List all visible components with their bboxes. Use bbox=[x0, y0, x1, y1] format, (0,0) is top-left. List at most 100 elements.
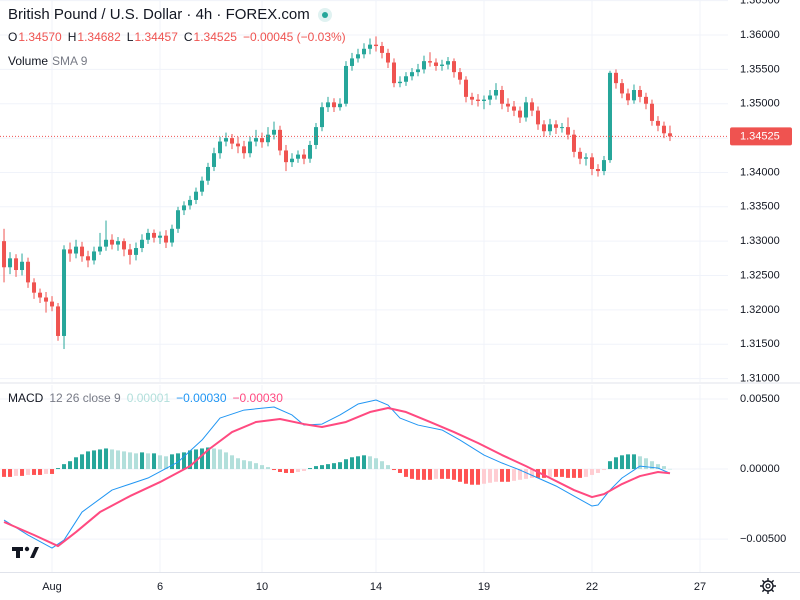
macd-histogram-bar bbox=[188, 450, 193, 470]
volume-legend: Volume SMA 9 bbox=[8, 54, 87, 68]
macd-histogram-bar bbox=[517, 469, 522, 480]
macd-histogram-bar bbox=[248, 461, 253, 470]
candle-body bbox=[517, 110, 522, 118]
macd-histogram-bar bbox=[511, 469, 516, 481]
market-status[interactable] bbox=[317, 7, 332, 22]
macd-histogram-bar bbox=[302, 469, 307, 472]
candle-body bbox=[409, 72, 414, 77]
candle-body bbox=[391, 62, 396, 84]
candle-body bbox=[110, 239, 115, 245]
candle-body bbox=[529, 102, 534, 111]
candle-body bbox=[505, 103, 510, 107]
candle-body bbox=[649, 103, 654, 121]
candle-body bbox=[397, 81, 402, 84]
last-price-label: 1.34525 bbox=[740, 130, 780, 142]
candle-body bbox=[86, 256, 91, 261]
ohlc-value: 1.34525 bbox=[193, 30, 237, 44]
candle-body bbox=[511, 106, 516, 111]
candle-body bbox=[20, 261, 25, 271]
grid bbox=[0, 0, 728, 572]
macd-histogram-bar bbox=[607, 461, 612, 470]
y-tick-label: 1.36000 bbox=[740, 29, 780, 41]
candle-body bbox=[445, 61, 450, 65]
macd-histogram-bar bbox=[110, 449, 115, 470]
candle-body bbox=[625, 93, 630, 101]
y-tick-label: 1.31500 bbox=[740, 338, 780, 350]
macd-histogram-bar bbox=[182, 452, 187, 470]
candle-body bbox=[290, 158, 295, 163]
macd-histogram-bar bbox=[344, 459, 349, 470]
candle-body bbox=[439, 64, 444, 66]
candle-body bbox=[32, 282, 37, 293]
signal-line-value: −0.00030 bbox=[232, 391, 283, 405]
tradingview-logo[interactable] bbox=[12, 546, 39, 558]
candle-body bbox=[80, 246, 85, 257]
candle-body bbox=[601, 160, 606, 172]
ohlc-key: C bbox=[183, 30, 193, 44]
macd-histogram-bar bbox=[212, 448, 217, 470]
macd-histogram-bar bbox=[649, 461, 654, 470]
ohlc-legend: O 1.34570 H 1.34682 L 1.34457 C 1.34525 −0.0… bbox=[8, 30, 352, 44]
candle-body bbox=[188, 199, 193, 206]
ohlc-key: O bbox=[8, 30, 18, 44]
candle-body bbox=[661, 125, 666, 134]
macd-histogram-bar bbox=[284, 469, 289, 473]
candle-body bbox=[451, 61, 456, 73]
candle-body bbox=[320, 107, 325, 128]
y-tick-label: 1.35000 bbox=[740, 98, 780, 110]
macd-histogram-bar bbox=[667, 468, 672, 470]
indicator-name[interactable]: Volume bbox=[8, 54, 49, 68]
macd-histogram-bar bbox=[146, 453, 151, 470]
macd-histogram-bar bbox=[338, 462, 343, 470]
macd-histogram-bar bbox=[445, 469, 450, 479]
macd-histogram-bar bbox=[421, 469, 426, 480]
candle-body bbox=[68, 249, 73, 254]
symbol-title[interactable]: British Pound / U.S. Dollar · 4h · FOREX… bbox=[8, 6, 310, 23]
macd-histogram-bar bbox=[218, 449, 223, 470]
macd-histogram-bar bbox=[32, 469, 37, 475]
candle-body bbox=[194, 191, 199, 200]
candle-body bbox=[284, 150, 289, 163]
candle-body bbox=[296, 154, 301, 159]
macd-histogram-bar bbox=[38, 469, 43, 475]
macd-histogram-bar bbox=[655, 464, 660, 470]
macd-title[interactable]: MACD bbox=[8, 391, 44, 405]
macd-histogram-bar bbox=[481, 469, 486, 484]
macd-histogram-bar bbox=[86, 451, 91, 470]
ohlc-key: H bbox=[67, 30, 77, 44]
macd-histogram-bar bbox=[128, 452, 133, 470]
macd-histogram-bar bbox=[26, 469, 31, 475]
settings-icon[interactable] bbox=[760, 578, 776, 594]
macd-histogram-bar bbox=[613, 457, 618, 470]
macd-histogram-bar bbox=[224, 452, 229, 470]
candle-body bbox=[236, 143, 241, 147]
macd-histogram-bar bbox=[631, 454, 636, 470]
candle-body bbox=[535, 110, 540, 125]
macd-histogram-bar bbox=[164, 456, 169, 470]
candle-body bbox=[637, 90, 642, 97]
candle-body bbox=[278, 129, 283, 151]
candle-body bbox=[541, 124, 546, 132]
candle-body bbox=[332, 102, 337, 108]
macd-histogram-bar bbox=[637, 456, 642, 470]
macd-histogram-bar bbox=[152, 453, 157, 470]
candle-body bbox=[92, 251, 97, 261]
macd-histogram-bar bbox=[565, 469, 570, 478]
candle-body bbox=[56, 306, 61, 336]
macd-histogram-bar bbox=[290, 469, 295, 473]
candle-body bbox=[415, 69, 420, 73]
candle-body bbox=[122, 241, 127, 250]
candle-body bbox=[158, 235, 163, 238]
last-price-badge bbox=[730, 127, 792, 146]
macd-params: 12 26 close 9 bbox=[49, 391, 121, 405]
macd-histogram-value: 0.00001 bbox=[126, 391, 171, 405]
candle-body bbox=[116, 241, 121, 245]
candle-body bbox=[152, 232, 157, 238]
candle-body bbox=[457, 72, 462, 80]
y-tick-label: 1.32500 bbox=[740, 269, 780, 281]
macd-histogram-bar bbox=[523, 469, 528, 479]
candle-body bbox=[379, 46, 384, 53]
candle-body bbox=[308, 144, 313, 159]
candle-body bbox=[98, 246, 103, 252]
candle-body bbox=[134, 248, 139, 255]
